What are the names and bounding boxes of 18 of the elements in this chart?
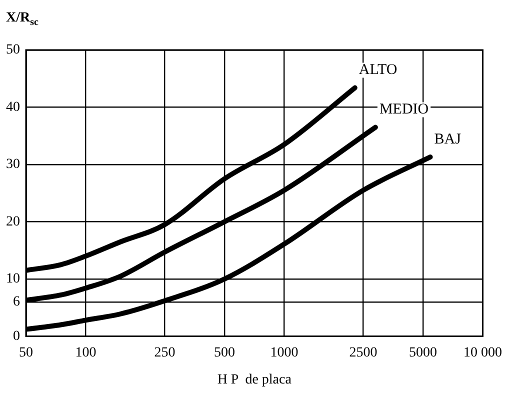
x-tick-label: 100: [75, 345, 96, 360]
x-tick-label: 250: [154, 345, 176, 360]
x-tick-label: 2500: [349, 345, 378, 360]
x-axis-title: H P de placa: [217, 372, 292, 388]
x-tick-label: 5000: [408, 345, 437, 360]
x-tick-label: 500: [214, 345, 235, 360]
y-tick-label: 6: [13, 294, 20, 310]
y-tick-label: 40: [6, 100, 20, 115]
x-tick-label: 10 000: [464, 345, 502, 360]
y-tick-label: 50: [6, 42, 20, 58]
series-label: ALTO: [358, 62, 398, 78]
y-tick-label: 10: [6, 272, 20, 287]
series-label: BAJ: [434, 131, 462, 148]
x-tick-label: 1000: [270, 345, 298, 360]
y-tick-label: 0: [13, 328, 20, 344]
y-tick-label: 30: [6, 157, 20, 172]
y-tick-label: 20: [6, 214, 20, 230]
series-label: MEDIO: [379, 102, 429, 118]
